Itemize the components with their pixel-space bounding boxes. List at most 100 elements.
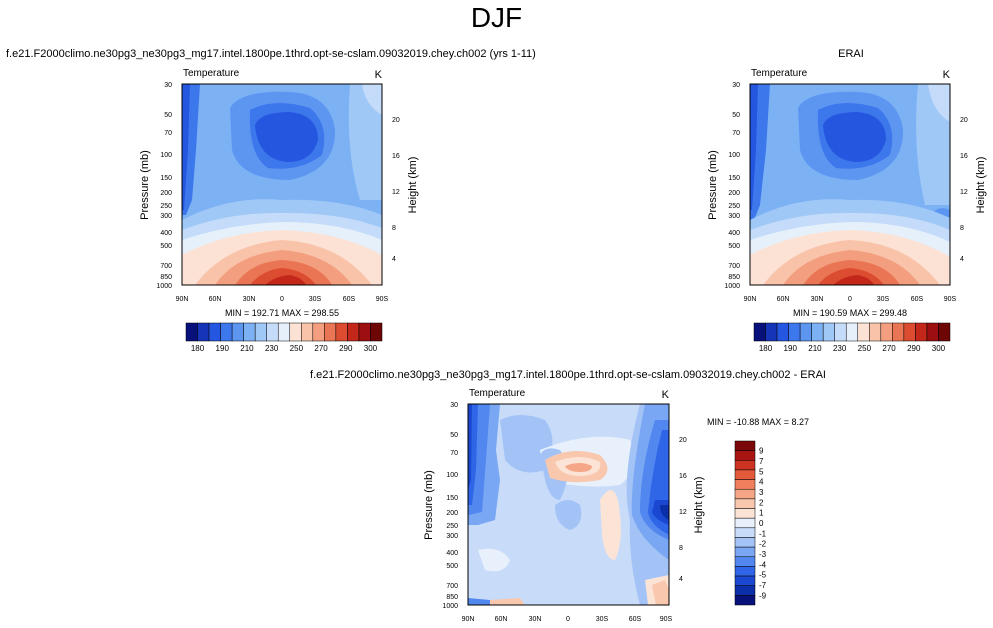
erai-y-ticks-right: 20 16 12 8 4 [960, 117, 968, 263]
colorbar-swatch [734, 469, 756, 480]
erai-x-ticks: 90N 60N 30N 0 30S 60S 90S [744, 296, 957, 303]
y-tick-label: 200 [728, 190, 740, 197]
colorbar-label: 250 [290, 344, 304, 353]
x-tick-label: 60N [777, 296, 790, 303]
model-contour-field [182, 84, 382, 285]
colorbar-swatch [301, 322, 314, 342]
erai-y-ticks: 30 50 70 100 150 200 250 300 400 500 700… [724, 82, 740, 290]
height-tick-label: 4 [960, 256, 964, 263]
erai-temperature-panel: Temperature K 30 50 70 100 150 200 250 3… [707, 68, 987, 353]
y-tick-label: 250 [728, 203, 740, 210]
erai-y-axis-label-right: Height (km) [975, 157, 987, 214]
y-tick-label: 1000 [442, 603, 458, 610]
height-tick-label: 16 [392, 153, 400, 160]
y-tick-label: 400 [446, 550, 458, 557]
colorbar-swatch [220, 322, 233, 342]
colorbar-label: 1 [759, 509, 764, 518]
colorbar-swatch [185, 322, 198, 342]
colorbar-label: 270 [314, 344, 328, 353]
difference-contour-field [468, 404, 669, 605]
erai-plot-frame [749, 83, 951, 286]
colorbar-swatch [734, 585, 756, 596]
y-tick-label: 500 [728, 243, 740, 250]
difference-x-ticks: 90N 60N 30N 0 30S 60S 90S [462, 616, 673, 623]
x-tick-label: 60S [629, 616, 642, 623]
y-tick-label: 500 [160, 243, 172, 250]
y-tick-label: 70 [732, 130, 740, 137]
colorbar-swatch [734, 556, 756, 567]
colorbar-label: 7 [759, 457, 764, 466]
colorbar-label: 290 [907, 344, 921, 353]
colorbar-swatch [243, 322, 256, 342]
y-tick-label: 1000 [156, 283, 172, 290]
colorbar-swatch [926, 322, 939, 342]
colorbar-swatch [734, 575, 756, 586]
colorbar-label: 180 [191, 344, 205, 353]
colorbar-swatch [938, 322, 951, 342]
colorbar-label: 250 [858, 344, 872, 353]
colorbar-label: -1 [759, 529, 767, 538]
y-tick-label: 250 [446, 523, 458, 530]
height-tick-label: 12 [960, 189, 968, 196]
colorbar-label: 230 [833, 344, 847, 353]
y-tick-label: 50 [450, 432, 458, 439]
colorbar-swatch [845, 322, 859, 342]
colorbar-label: 290 [339, 344, 353, 353]
difference-left-label: Temperature [469, 388, 526, 399]
y-tick-label: 300 [728, 213, 740, 220]
height-tick-label: 4 [392, 256, 396, 263]
height-tick-label: 16 [960, 153, 968, 160]
colorbar-swatch [197, 322, 210, 342]
height-tick-label: 8 [679, 545, 683, 552]
difference-plot-frame [467, 403, 670, 606]
colorbar-swatch [734, 595, 756, 606]
colorbar-swatch [734, 537, 756, 548]
y-tick-label: 1000 [724, 283, 740, 290]
colorbar-swatch [254, 322, 267, 342]
colorbar-swatch [776, 322, 789, 342]
y-tick-label: 300 [446, 533, 458, 540]
colorbar-swatch [811, 322, 824, 342]
height-tick-label: 12 [679, 509, 687, 516]
height-tick-label: 4 [679, 576, 683, 583]
x-tick-label: 90N [176, 296, 189, 303]
y-tick-label: 200 [446, 510, 458, 517]
figure-title: DJF [470, 2, 523, 33]
erai-units-label: K [943, 69, 951, 81]
colorbar-label: 2 [759, 498, 764, 507]
colorbar-swatch [788, 322, 801, 342]
x-tick-label: 30S [596, 616, 609, 623]
y-tick-label: 400 [728, 230, 740, 237]
difference-temperature-panel: Temperature K 30 50 70 100 150 200 250 3… [423, 388, 809, 623]
x-tick-label: 30S [877, 296, 890, 303]
colorbar-swatch [347, 322, 360, 342]
y-tick-label: 50 [732, 112, 740, 119]
colorbar-label: 0 [759, 519, 764, 528]
difference-y-axis-label-right: Height (km) [693, 477, 705, 534]
model-left-label: Temperature [183, 68, 240, 79]
colorbar-swatch [734, 488, 756, 500]
x-tick-label: 30N [811, 296, 824, 303]
x-tick-label: 90S [660, 616, 673, 623]
colorbar-swatch [208, 322, 221, 342]
model-min-max: MIN = 192.71 MAX = 298.55 [225, 308, 339, 318]
x-tick-label: 90S [944, 296, 957, 303]
y-tick-label: 100 [160, 152, 172, 159]
difference-y-ticks-right: 20 16 12 8 4 [679, 437, 687, 583]
height-tick-label: 16 [679, 473, 687, 480]
y-tick-label: 70 [450, 450, 458, 457]
difference-units-label: K [662, 389, 670, 401]
difference-min-max: MIN = -10.88 MAX = 8.27 [707, 417, 809, 427]
model-y-ticks-right: 20 16 12 8 4 [392, 117, 400, 263]
colorbar-label: 3 [759, 488, 764, 497]
colorbar-swatch [734, 450, 756, 461]
y-tick-label: 700 [728, 263, 740, 270]
y-tick-label: 30 [164, 82, 172, 89]
model-temperature-panel: Temperature K 30 50 70 100 150 200 250 3… [139, 68, 419, 353]
colorbar-swatch [734, 498, 756, 509]
colorbar-swatch [324, 322, 337, 342]
colorbar-swatch [266, 322, 279, 342]
height-tick-label: 20 [679, 437, 687, 444]
colorbar-label: 210 [240, 344, 254, 353]
